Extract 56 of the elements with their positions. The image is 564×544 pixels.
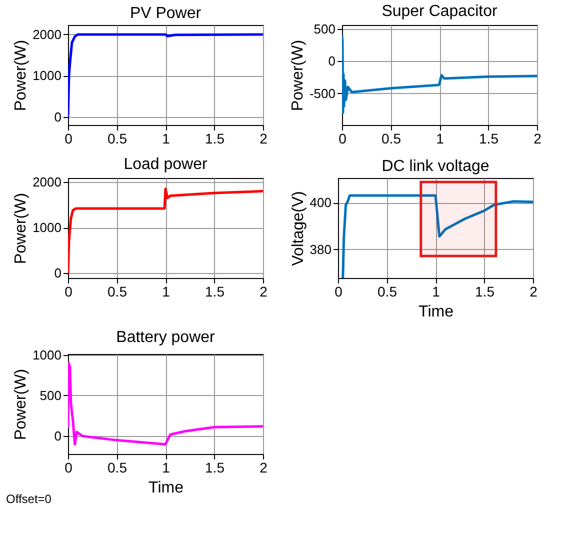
x-tick-label: 2 bbox=[534, 130, 542, 146]
y-tick-label: 400 bbox=[310, 195, 332, 210]
x-tick-label: 1 bbox=[436, 130, 444, 146]
chart-title: PV Power bbox=[130, 5, 202, 22]
x-tick-label: 0.5 bbox=[378, 284, 398, 300]
y-tick-label: 0 bbox=[328, 54, 336, 69]
x-tick-label: 2 bbox=[260, 284, 268, 300]
x-tick-label: 1.5 bbox=[205, 130, 225, 146]
y-tick-label: 0 bbox=[54, 109, 62, 124]
y-tick-label: 1000 bbox=[32, 68, 62, 84]
line-series bbox=[342, 194, 533, 278]
chart-title: DC link voltage bbox=[382, 158, 490, 175]
x-tick-label: 2 bbox=[260, 130, 268, 146]
x-tick-label: 0 bbox=[64, 284, 73, 300]
x-tick-label: 2 bbox=[530, 284, 538, 300]
y-tick-label: -500 bbox=[309, 86, 336, 101]
y-tick-label: 500 bbox=[40, 388, 62, 403]
x-tick-label: 0.5 bbox=[382, 130, 402, 146]
x-tick-label: 0 bbox=[338, 130, 347, 146]
x-axis-title: Time bbox=[418, 304, 454, 320]
y-axis-title: Power(W) bbox=[12, 40, 30, 112]
y-tick-label: 0 bbox=[54, 266, 62, 280]
chart-title: Battery power bbox=[116, 328, 216, 346]
x-tick-label: 1 bbox=[162, 460, 170, 476]
x-tick-label: 2 bbox=[260, 460, 268, 476]
x-tick-label: 0.5 bbox=[108, 130, 128, 146]
x-tick-label: 0 bbox=[64, 460, 73, 476]
y-tick-label: 1000 bbox=[32, 220, 62, 236]
x-tick-label: 1.5 bbox=[205, 460, 225, 476]
chart-title: Super Capacitor bbox=[382, 2, 498, 20]
x-tick-label: 1 bbox=[162, 284, 170, 300]
y-tick-label: 0 bbox=[54, 428, 62, 444]
x-tick-label: 1 bbox=[432, 284, 440, 300]
line-series bbox=[68, 188, 263, 274]
y-tick-label: 2000 bbox=[32, 26, 62, 42]
y-tick-label: 1000 bbox=[32, 347, 62, 362]
x-tick-label: 0.5 bbox=[108, 460, 128, 476]
text: Offset=0 bbox=[6, 492, 52, 506]
x-axis-title: Time bbox=[148, 480, 184, 496]
x-tick-label: 0.5 bbox=[108, 284, 128, 300]
x-tick-label: 1.5 bbox=[479, 130, 499, 146]
y-axis-title: Power(W) bbox=[289, 40, 306, 112]
y-axis-title: Voltage(V) bbox=[290, 191, 307, 266]
x-tick-label: 1 bbox=[162, 130, 170, 146]
line-series bbox=[342, 34, 537, 114]
line-series bbox=[68, 33, 263, 118]
chart-title: Load power bbox=[124, 156, 208, 174]
x-tick-label: 0 bbox=[64, 130, 73, 146]
x-tick-label: 1.5 bbox=[205, 284, 225, 300]
y-axis-title: Power(W) bbox=[12, 368, 30, 440]
y-tick-label: 380 bbox=[310, 242, 332, 257]
line-series bbox=[68, 362, 263, 446]
y-tick-label: 500 bbox=[314, 21, 336, 36]
y-tick-label: 2000 bbox=[32, 174, 62, 190]
y-axis-title: Power(W) bbox=[12, 192, 30, 264]
x-tick-label: 1.5 bbox=[475, 284, 495, 300]
